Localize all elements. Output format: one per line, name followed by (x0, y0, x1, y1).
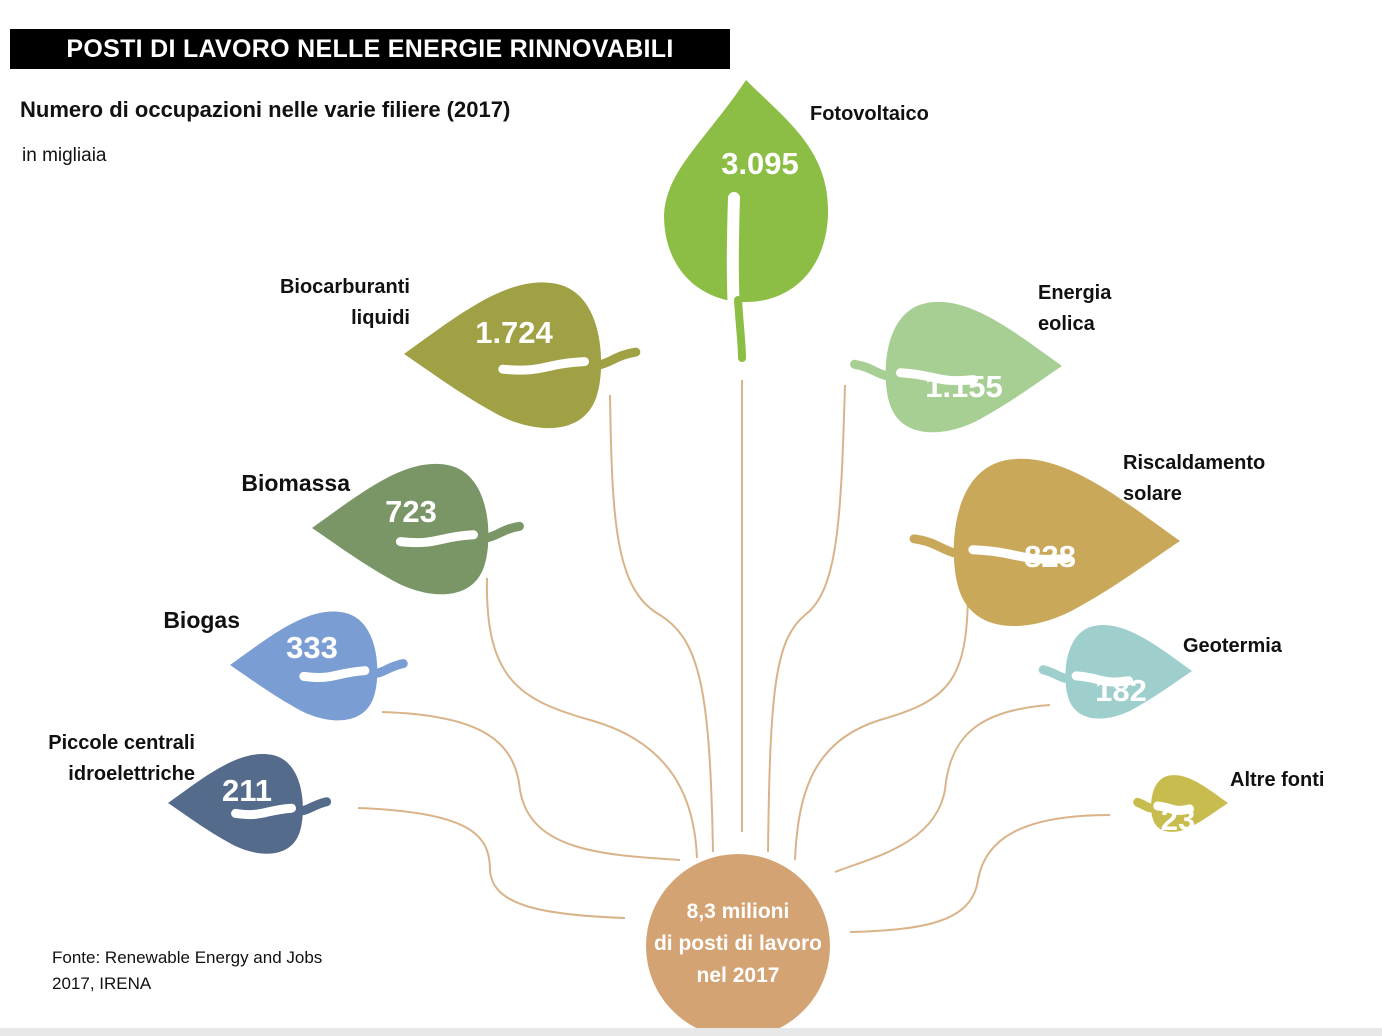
category-label: Geotermia (1183, 635, 1283, 657)
leaf-stalk (469, 521, 524, 543)
center-circle (646, 854, 830, 1036)
leaf: 1.724 Biocarburanti liquidi (280, 276, 641, 429)
category-label: Energia (1038, 282, 1112, 304)
leaf-blade (1065, 625, 1192, 719)
category-label: Biocarburanti (280, 276, 410, 298)
data-label: 1.155 (925, 369, 1003, 404)
category-label: Fotovoltaico (810, 103, 929, 125)
leaf-stalk (287, 797, 332, 816)
leaf: 211 Piccole centrali idroelettriche (48, 732, 332, 854)
data-label: 211 (222, 773, 272, 808)
data-label: 723 (385, 494, 437, 529)
leaf-blade (230, 611, 378, 721)
leaf-stalk (1038, 665, 1081, 684)
unit-label: in migliaia (22, 145, 107, 166)
leaf-blade (885, 301, 1062, 433)
leaf-vein (1071, 671, 1134, 687)
center-total-circle: 8,3 milioni di posti di lavoro nel 2017 (646, 854, 830, 1036)
leaf-blade (312, 463, 489, 595)
leaf-vein (395, 530, 478, 548)
leaf: 23 Altre fonti (1133, 769, 1324, 837)
leaf: 828 Riscaldamento solare (909, 452, 1265, 627)
source-note: Fonte: Renewable Energy and Jobs 2017, I… (52, 945, 372, 997)
leaves-layer: 3.095 Fotovoltaico 1.724 Biocarburanti liqui… (48, 80, 1324, 854)
leaf: 182 Geotermia (1038, 625, 1283, 719)
leaf-vein (498, 357, 589, 375)
data-label: 3.095 (721, 146, 799, 181)
category-label: idroelettriche (68, 763, 195, 785)
chart-title: POSTI DI LAVORO NELLE ENERGIE RINNOVABIL… (10, 29, 730, 69)
data-label: 828 (1024, 539, 1076, 574)
category-label: Altre fonti (1230, 769, 1324, 791)
leaf-vein (1153, 801, 1195, 815)
stems-layer (357, 380, 1111, 933)
category-label: Biomassa (241, 470, 350, 496)
leaf-vein (726, 192, 744, 361)
stem-line (357, 807, 626, 919)
stem-line (485, 577, 698, 859)
leaf-blade (404, 282, 602, 429)
data-label: 333 (286, 630, 338, 665)
leaf-stalk (360, 659, 408, 679)
category-label: eolica (1038, 313, 1096, 335)
data-label: 23 (1161, 802, 1195, 837)
chart-subtitle: Numero di occupazioni nelle varie filier… (20, 97, 511, 122)
leaf-vein (299, 666, 370, 682)
leaf-stalk (734, 296, 746, 362)
category-label: Biogas (163, 607, 240, 633)
leaf-vein (896, 368, 979, 386)
center-text-line: nel 2017 (697, 964, 780, 987)
category-label: Riscaldamento (1123, 452, 1265, 474)
leaf: 3.095 Fotovoltaico (664, 80, 929, 362)
leaf-blade (664, 80, 829, 302)
center-text-line: 8,3 milioni (687, 900, 790, 923)
category-label: solare (1123, 483, 1182, 505)
leaf: 723 Biomassa (241, 463, 524, 595)
leaf-blade (1151, 775, 1228, 832)
source-line: 2017, IRENA (52, 974, 152, 993)
leaf-stalk (850, 359, 905, 381)
leaf-vein (231, 803, 296, 820)
category-label: Piccole centrali (48, 732, 195, 754)
stem-line (609, 394, 714, 853)
stem-line (767, 384, 846, 853)
stem-line (381, 711, 681, 861)
leaf: 333 Biogas (163, 607, 408, 721)
bottom-strip (0, 1028, 1382, 1036)
source-line: Fonte: Renewable Energy and Jobs (52, 948, 323, 967)
leaf-blade (953, 458, 1180, 627)
leaf: 1.155 Energia eolica (850, 282, 1112, 433)
data-label: 182 (1095, 673, 1147, 708)
leaf-blade (168, 753, 303, 854)
stem-line (834, 704, 1051, 873)
data-label: 1.724 (475, 315, 553, 350)
leaf-vein (968, 545, 1072, 564)
leaf-stalk (580, 347, 641, 371)
center-text-line: di posti di lavoro (654, 932, 822, 955)
stem-line (849, 814, 1111, 933)
category-label: liquidi (351, 307, 410, 329)
leaf-stalk (909, 534, 978, 559)
stem-line (794, 587, 969, 861)
